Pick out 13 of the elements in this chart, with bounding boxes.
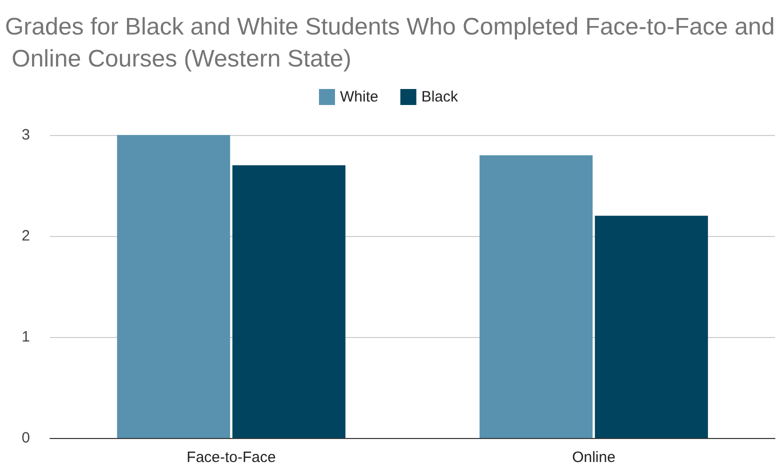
legend-label: Black <box>421 88 459 106</box>
y-tick-label: 1 <box>22 328 30 346</box>
y-tick-label: 3 <box>22 126 30 144</box>
y-tick-label: 2 <box>22 228 30 244</box>
x-tick-label: Face-to-Face <box>186 449 276 466</box>
bar <box>594 216 708 438</box>
y-tick-label: 0 <box>22 430 30 446</box>
legend-label: White <box>340 88 378 106</box>
bar <box>480 155 593 438</box>
chart-title: Grades for Black and White Students Who Completed Face-to-Face and Online Courses (Western State) <box>5 14 775 72</box>
bar <box>117 135 230 438</box>
bar <box>232 165 346 438</box>
x-tick-label: Online <box>572 449 616 466</box>
